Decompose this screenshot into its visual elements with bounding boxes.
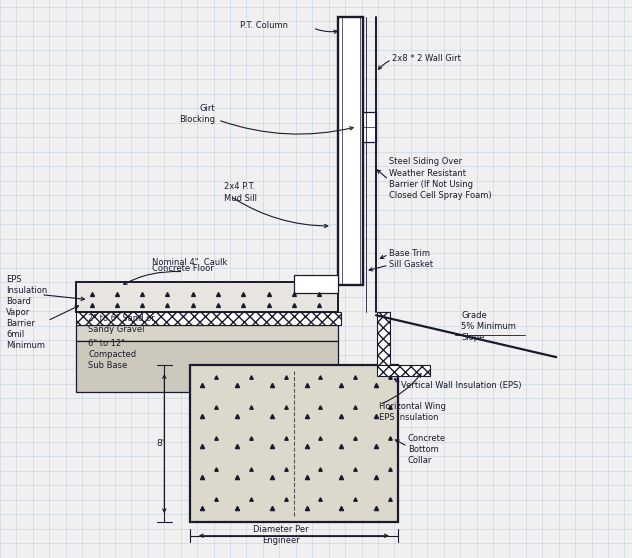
Bar	[76, 341, 338, 392]
Bar	[76, 282, 338, 312]
Bar	[363, 112, 376, 142]
Text: Concrete Floor: Concrete Floor	[152, 264, 214, 273]
Text: Girt
Blocking: Girt Blocking	[179, 104, 215, 124]
Bar	[377, 365, 430, 376]
Text: 2x8 * 2 Wall Girt: 2x8 * 2 Wall Girt	[392, 54, 461, 63]
Bar	[377, 312, 390, 365]
Text: Steel Siding Over
Weather Resistant
Barrier (If Not Using
Closed Cell Spray Foam: Steel Siding Over Weather Resistant Barr…	[389, 157, 491, 200]
Text: Vertical Wall Insulation (EPS): Vertical Wall Insulation (EPS)	[401, 381, 522, 389]
Text: Diameter Per
Engineer: Diameter Per Engineer	[253, 525, 309, 545]
Bar	[190, 365, 398, 522]
Text: Grade
5% Minimum
Slope: Grade 5% Minimum Slope	[461, 311, 516, 342]
Text: Base Trim: Base Trim	[389, 249, 430, 258]
Text: Sill Gasket: Sill Gasket	[389, 260, 433, 269]
Text: Vapor
Barrier
6mil
Minimum: Vapor Barrier 6mil Minimum	[6, 308, 46, 350]
Text: Nominal 4"  Caulk: Nominal 4" Caulk	[152, 258, 227, 267]
Bar	[338, 17, 363, 285]
Text: EPS
Insulation
Board: EPS Insulation Board	[6, 275, 47, 306]
Text: Concrete
Bottom
Collar: Concrete Bottom Collar	[408, 434, 446, 465]
Text: 2x4 P.T.
Mud Sill: 2x4 P.T. Mud Sill	[224, 182, 257, 203]
Text: 8": 8"	[156, 439, 166, 448]
Bar	[76, 312, 341, 325]
Text: Horizontal Wing
EPS Insulation: Horizontal Wing EPS Insulation	[379, 402, 446, 422]
Text: P.T. Column: P.T. Column	[240, 21, 288, 30]
Bar	[76, 325, 338, 341]
Text: 6" to 12"
Compacted
Sub Base: 6" to 12" Compacted Sub Base	[88, 339, 137, 370]
Bar	[294, 275, 338, 293]
Text: 2" to 6" Sand or
Sandy Gravel: 2" to 6" Sand or Sandy Gravel	[88, 314, 155, 334]
